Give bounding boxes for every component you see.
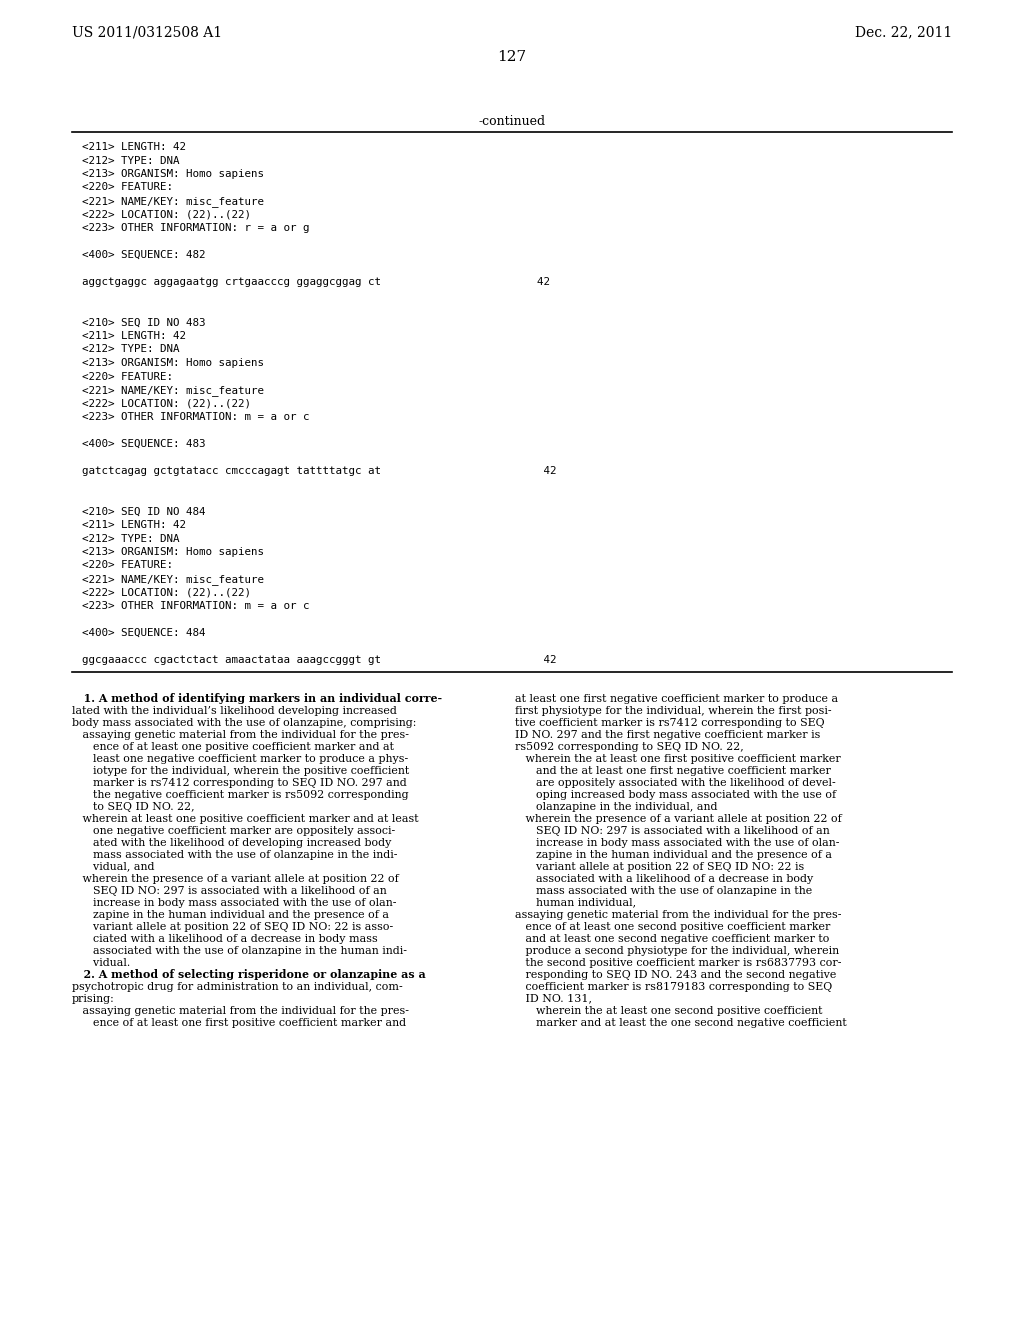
Text: 2. A method of selecting risperidone or olanzapine as a: 2. A method of selecting risperidone or … [72,969,426,981]
Text: US 2011/0312508 A1: US 2011/0312508 A1 [72,25,222,40]
Text: olanzapine in the individual, and: olanzapine in the individual, and [515,801,718,812]
Text: ID NO. 131,: ID NO. 131, [515,994,592,1003]
Text: <400> SEQUENCE: 484: <400> SEQUENCE: 484 [82,628,206,638]
Text: associated with a likelihood of a decrease in body: associated with a likelihood of a decrea… [515,874,813,883]
Text: 127: 127 [498,50,526,63]
Text: <213> ORGANISM: Homo sapiens: <213> ORGANISM: Homo sapiens [82,546,264,557]
Text: -continued: -continued [478,115,546,128]
Text: <223> OTHER INFORMATION: m = a or c: <223> OTHER INFORMATION: m = a or c [82,601,309,611]
Text: the negative coefficient marker is rs5092 corresponding: the negative coefficient marker is rs509… [72,789,409,800]
Text: aggctgaggc aggagaatgg crtgaacccg ggaggcggag ct                        42: aggctgaggc aggagaatgg crtgaacccg ggaggcg… [82,277,550,286]
Text: <210> SEQ ID NO 483: <210> SEQ ID NO 483 [82,318,206,327]
Text: to SEQ ID NO. 22,: to SEQ ID NO. 22, [72,801,195,812]
Text: vidual.: vidual. [72,957,130,968]
Text: lated with the individual’s likelihood developing increased: lated with the individual’s likelihood d… [72,705,397,715]
Text: least one negative coefficient marker to produce a phys-: least one negative coefficient marker to… [72,754,409,763]
Text: <222> LOCATION: (22)..(22): <222> LOCATION: (22)..(22) [82,210,251,219]
Text: ggcgaaaccc cgactctact amaactataa aaagccgggt gt                         42: ggcgaaaccc cgactctact amaactataa aaagccg… [82,655,556,665]
Text: responding to SEQ ID NO. 243 and the second negative: responding to SEQ ID NO. 243 and the sec… [515,969,837,979]
Text: SEQ ID NO: 297 is associated with a likelihood of an: SEQ ID NO: 297 is associated with a like… [72,886,387,895]
Text: first physiotype for the individual, wherein the first posi-: first physiotype for the individual, whe… [515,705,831,715]
Text: wherein the presence of a variant allele at position 22 of: wherein the presence of a variant allele… [72,874,398,883]
Text: the second positive coefficient marker is rs6837793 cor-: the second positive coefficient marker i… [515,957,842,968]
Text: ence of at least one first positive coefficient marker and: ence of at least one first positive coef… [72,1018,407,1027]
Text: assaying genetic material from the individual for the pres-: assaying genetic material from the indiv… [72,1006,409,1015]
Text: <211> LENGTH: 42: <211> LENGTH: 42 [82,143,186,152]
Text: human individual,: human individual, [515,898,636,908]
Text: <221> NAME/KEY: misc_feature: <221> NAME/KEY: misc_feature [82,195,264,207]
Text: zapine in the human individual and the presence of a: zapine in the human individual and the p… [515,850,831,859]
Text: zapine in the human individual and the presence of a: zapine in the human individual and the p… [72,909,389,920]
Text: vidual, and: vidual, and [72,862,155,871]
Text: wherein the presence of a variant allele at position 22 of: wherein the presence of a variant allele… [515,813,842,824]
Text: <210> SEQ ID NO 484: <210> SEQ ID NO 484 [82,507,206,516]
Text: at least one first negative coefficient marker to produce a: at least one first negative coefficient … [515,693,838,704]
Text: wherein the at least one first positive coefficient marker: wherein the at least one first positive … [515,754,841,763]
Text: rs5092 corresponding to SEQ ID NO. 22,: rs5092 corresponding to SEQ ID NO. 22, [515,742,743,751]
Text: <220> FEATURE:: <220> FEATURE: [82,182,173,193]
Text: <213> ORGANISM: Homo sapiens: <213> ORGANISM: Homo sapiens [82,358,264,368]
Text: <222> LOCATION: (22)..(22): <222> LOCATION: (22)..(22) [82,399,251,408]
Text: 1. A method of identifying markers in an individual corre-: 1. A method of identifying markers in an… [72,693,442,705]
Text: wherein at least one positive coefficient marker and at least: wherein at least one positive coefficien… [72,813,419,824]
Text: prising:: prising: [72,994,115,1003]
Text: produce a second physiotype for the individual, wherein: produce a second physiotype for the indi… [515,945,839,956]
Text: ID NO. 297 and the first negative coefficient marker is: ID NO. 297 and the first negative coeffi… [515,730,820,739]
Text: <223> OTHER INFORMATION: m = a or c: <223> OTHER INFORMATION: m = a or c [82,412,309,422]
Text: <212> TYPE: DNA: <212> TYPE: DNA [82,156,179,165]
Text: ence of at least one positive coefficient marker and at: ence of at least one positive coefficien… [72,742,394,751]
Text: oping increased body mass associated with the use of: oping increased body mass associated wit… [515,789,837,800]
Text: ence of at least one second positive coefficient marker: ence of at least one second positive coe… [515,921,830,932]
Text: increase in body mass associated with the use of olan-: increase in body mass associated with th… [515,837,840,847]
Text: iotype for the individual, wherein the positive coefficient: iotype for the individual, wherein the p… [72,766,410,776]
Text: <211> LENGTH: 42: <211> LENGTH: 42 [82,520,186,531]
Text: and the at least one first negative coefficient marker: and the at least one first negative coef… [515,766,830,776]
Text: <400> SEQUENCE: 483: <400> SEQUENCE: 483 [82,440,206,449]
Text: <211> LENGTH: 42: <211> LENGTH: 42 [82,331,186,341]
Text: <220> FEATURE:: <220> FEATURE: [82,561,173,570]
Text: SEQ ID NO: 297 is associated with a likelihood of an: SEQ ID NO: 297 is associated with a like… [515,825,829,836]
Text: associated with the use of olanzapine in the human indi-: associated with the use of olanzapine in… [72,945,407,956]
Text: <220> FEATURE:: <220> FEATURE: [82,371,173,381]
Text: mass associated with the use of olanzapine in the indi-: mass associated with the use of olanzapi… [72,850,397,859]
Text: one negative coefficient marker are oppositely associ-: one negative coefficient marker are oppo… [72,825,395,836]
Text: <212> TYPE: DNA: <212> TYPE: DNA [82,533,179,544]
Text: wherein the at least one second positive coefficient: wherein the at least one second positive… [515,1006,822,1015]
Text: <400> SEQUENCE: 482: <400> SEQUENCE: 482 [82,249,206,260]
Text: <221> NAME/KEY: misc_feature: <221> NAME/KEY: misc_feature [82,385,264,396]
Text: <221> NAME/KEY: misc_feature: <221> NAME/KEY: misc_feature [82,574,264,585]
Text: gatctcagag gctgtatacc cmcccagagt tattttatgc at                         42: gatctcagag gctgtatacc cmcccagagt tatttta… [82,466,556,477]
Text: body mass associated with the use of olanzapine, comprising:: body mass associated with the use of ola… [72,718,417,727]
Text: coefficient marker is rs8179183 corresponding to SEQ: coefficient marker is rs8179183 correspo… [515,982,833,991]
Text: assaying genetic material from the individual for the pres-: assaying genetic material from the indiv… [72,730,409,739]
Text: ated with the likelihood of developing increased body: ated with the likelihood of developing i… [72,837,391,847]
Text: psychotropic drug for administration to an individual, com-: psychotropic drug for administration to … [72,982,402,991]
Text: ciated with a likelihood of a decrease in body mass: ciated with a likelihood of a decrease i… [72,933,378,944]
Text: marker is rs7412 corresponding to SEQ ID NO. 297 and: marker is rs7412 corresponding to SEQ ID… [72,777,407,788]
Text: and at least one second negative coefficient marker to: and at least one second negative coeffic… [515,933,829,944]
Text: variant allele at position 22 of SEQ ID NO: 22 is asso-: variant allele at position 22 of SEQ ID … [72,921,393,932]
Text: <223> OTHER INFORMATION: r = a or g: <223> OTHER INFORMATION: r = a or g [82,223,309,234]
Text: increase in body mass associated with the use of olan-: increase in body mass associated with th… [72,898,396,908]
Text: tive coefficient marker is rs7412 corresponding to SEQ: tive coefficient marker is rs7412 corres… [515,718,824,727]
Text: variant allele at position 22 of SEQ ID NO: 22 is: variant allele at position 22 of SEQ ID … [515,862,804,871]
Text: marker and at least the one second negative coefficient: marker and at least the one second negat… [515,1018,847,1027]
Text: <222> LOCATION: (22)..(22): <222> LOCATION: (22)..(22) [82,587,251,598]
Text: mass associated with the use of olanzapine in the: mass associated with the use of olanzapi… [515,886,812,895]
Text: <212> TYPE: DNA: <212> TYPE: DNA [82,345,179,355]
Text: are oppositely associated with the likelihood of devel-: are oppositely associated with the likel… [515,777,836,788]
Text: <213> ORGANISM: Homo sapiens: <213> ORGANISM: Homo sapiens [82,169,264,180]
Text: assaying genetic material from the individual for the pres-: assaying genetic material from the indiv… [515,909,842,920]
Text: Dec. 22, 2011: Dec. 22, 2011 [855,25,952,40]
